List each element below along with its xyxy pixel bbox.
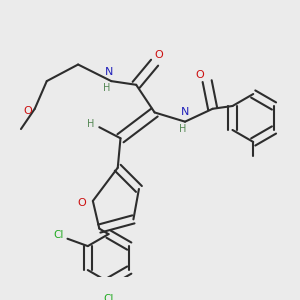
Text: Cl: Cl bbox=[103, 294, 114, 300]
Text: O: O bbox=[77, 198, 86, 208]
Text: N: N bbox=[181, 106, 189, 116]
Text: O: O bbox=[195, 70, 204, 80]
Text: H: H bbox=[87, 119, 95, 129]
Text: N: N bbox=[105, 67, 114, 77]
Text: O: O bbox=[23, 106, 32, 116]
Text: H: H bbox=[179, 124, 187, 134]
Text: Cl: Cl bbox=[53, 230, 64, 240]
Text: H: H bbox=[103, 82, 110, 93]
Text: O: O bbox=[155, 50, 164, 60]
